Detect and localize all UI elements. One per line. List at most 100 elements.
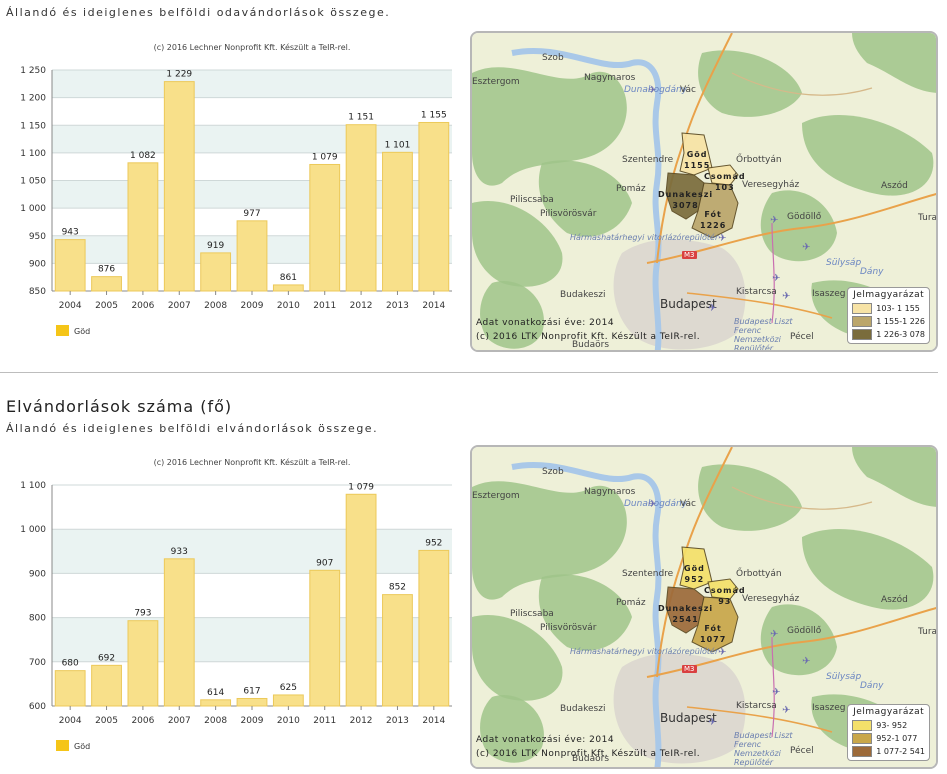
forest-area: [802, 114, 934, 196]
airport-icon: ✈: [708, 303, 717, 314]
y-tick-label: 950: [29, 232, 46, 242]
map-base: [472, 447, 936, 767]
bar: [309, 163, 341, 292]
data-label: 692: [98, 653, 115, 663]
forest-area: [472, 201, 563, 287]
airport-icon: ✈: [782, 291, 791, 302]
x-tick-label: 2005: [95, 716, 118, 726]
place-label-budapest: Budapest: [660, 711, 717, 725]
data-label: 919: [207, 241, 224, 251]
x-tick-label: 2009: [241, 716, 264, 726]
data-label: 1 229: [166, 70, 192, 80]
bar: [127, 162, 159, 292]
immigration-map[interactable]: Szob Nagymaros Dunabogdány Vác Esztergom Szen…: [470, 31, 938, 352]
legend-swatch: [852, 329, 873, 340]
data-label: 876: [98, 265, 115, 275]
data-label: 1 082: [130, 151, 156, 161]
bar: [309, 569, 341, 707]
forest-area: [480, 695, 544, 763]
place-label-budapest: Budapest: [660, 297, 717, 311]
region-dunakeszi: [665, 172, 705, 220]
x-tick-label: 2010: [277, 716, 300, 726]
x-tick-label: 2012: [350, 716, 373, 726]
legend-item: 952-1 077: [852, 732, 925, 745]
place-label-budaors: Budaörs: [572, 754, 610, 764]
x-tick-label: 2005: [95, 301, 118, 311]
region-god: [679, 132, 713, 176]
place-label-orbottyan: Őrbottyán: [736, 155, 782, 165]
y-tick-label: 1 150: [20, 121, 46, 131]
bar: [236, 220, 268, 292]
y-tick-label: 1 000: [20, 204, 46, 214]
region-label: Fót 1077: [700, 623, 726, 645]
forest-area: [472, 481, 627, 600]
data-label: 861: [280, 273, 297, 283]
y-tick-label: 800: [29, 614, 46, 624]
region-label: Csomád 93: [704, 585, 746, 607]
data-label: 952: [425, 538, 442, 548]
place-label-piliscsaba: Piliscsaba: [510, 609, 554, 619]
data-label: 793: [134, 609, 151, 619]
x-tick-label: 2013: [386, 716, 409, 726]
region-fot: [691, 182, 739, 239]
x-tick-label: 2008: [204, 716, 227, 726]
place-label-godollo: Gödöllő: [787, 212, 822, 222]
road: [686, 292, 833, 319]
x-tick-label: 2010: [277, 301, 300, 311]
region-name: Fót: [704, 624, 722, 633]
airport-icon: ✈: [770, 629, 779, 640]
legend-label: 952-1 077: [876, 734, 918, 743]
bar: [91, 276, 122, 292]
region-label: Dunakeszi 2541: [658, 603, 713, 625]
urban-area: [613, 653, 746, 764]
legend-title: Jelmagyarázat: [853, 290, 925, 300]
airport-icon: ✈: [770, 215, 779, 226]
legend-label: Göd: [74, 742, 90, 751]
legend-title: Jelmagyarázat: [853, 707, 925, 717]
y-tick-label: 1 250: [20, 66, 46, 76]
place-label-szob: Szob: [542, 467, 564, 477]
place-label-harmashatarhegy: Hármashatárhegyi vitorlázórepülőtér: [570, 233, 719, 242]
place-label-airport: Budapest Liszt Ferenc Nemzetközi Repülőt…: [734, 317, 793, 352]
data-label: 614: [207, 688, 224, 698]
place-label-airport: Budapest Liszt Ferenc Nemzetközi Repülőt…: [734, 731, 793, 767]
place-label-harmashatarhegy: Hármashatárhegyi vitorlázórepülőtér: [570, 647, 719, 656]
place-label-pilisvorosvar: Pilisvörösvár: [540, 209, 597, 219]
region-value: 2541: [672, 615, 699, 624]
place-label-sulysap: Sülysáp: [826, 672, 862, 682]
place-label-vac: Vác: [680, 499, 696, 509]
road-badge-m3: M3: [682, 665, 697, 673]
map-data-year: Adat vonatkozási éve: 2014: [476, 318, 615, 328]
place-label-isaszeg: Isaszeg: [812, 703, 846, 713]
place-label-dany: Dány: [860, 681, 884, 691]
place-label-tura: Tura: [918, 627, 938, 637]
danube-river: [511, 461, 662, 767]
y-tick-label: 850: [29, 287, 46, 297]
road-badge-m3: M3: [682, 251, 697, 259]
airport-icon: ✈: [648, 85, 657, 96]
railway: [771, 636, 775, 738]
region-value: 3078: [672, 201, 699, 210]
y-tick-label: 900: [29, 259, 46, 269]
region-label: Göd 952: [684, 563, 705, 585]
forest-area: [538, 574, 632, 651]
x-tick-label: 2004: [59, 301, 82, 311]
place-label-pecel: Pécel: [790, 332, 814, 342]
region-value: 1226: [700, 221, 727, 230]
data-label: 625: [280, 683, 297, 693]
y-tick-label: 1 100: [20, 149, 46, 159]
region-label: Dunakeszi 3078: [658, 189, 713, 211]
place-label-kistarcsa: Kistarcsa: [736, 701, 777, 711]
x-tick-label: 2007: [168, 301, 191, 311]
chart-credit: (c) 2016 Lechner Nonprofit Kft. Készült …: [154, 457, 351, 467]
place-label-nagymaros: Nagymaros: [584, 487, 636, 497]
region-name: Göd: [686, 150, 708, 159]
x-tick-label: 2006: [131, 716, 154, 726]
place-label-esztergom: Esztergom: [472, 77, 520, 87]
emigration-map[interactable]: Szob Nagymaros Dunabogdány Vác Esztergom Szen…: [470, 445, 938, 769]
place-label-dunabogdany: Dunabogdány: [624, 85, 688, 95]
emigration-bar-chart: (c) 2016 Lechner Nonprofit Kft. Készült …: [20, 457, 452, 751]
place-label-tura: Tura: [918, 213, 938, 223]
railway: [771, 222, 775, 324]
region-god: [679, 546, 713, 590]
